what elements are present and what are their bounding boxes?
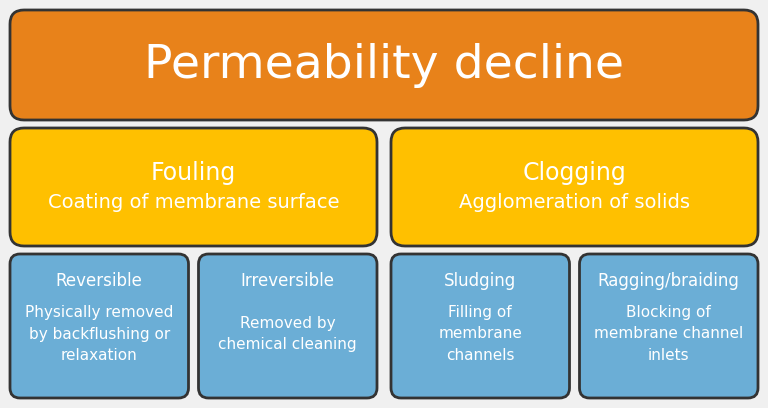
FancyBboxPatch shape: [10, 128, 377, 246]
FancyBboxPatch shape: [198, 254, 377, 398]
Text: Physically removed
by backflushing or
relaxation: Physically removed by backflushing or re…: [25, 306, 174, 362]
FancyBboxPatch shape: [10, 254, 188, 398]
Text: Filling of
membrane
channels: Filling of membrane channels: [439, 306, 522, 362]
Text: Ragging/braiding: Ragging/braiding: [598, 272, 740, 290]
FancyBboxPatch shape: [391, 254, 570, 398]
Text: Agglomeration of solids: Agglomeration of solids: [459, 193, 690, 213]
Text: Reversible: Reversible: [56, 272, 143, 290]
Text: Clogging: Clogging: [523, 161, 627, 185]
FancyBboxPatch shape: [580, 254, 758, 398]
Text: Permeability decline: Permeability decline: [144, 42, 624, 87]
FancyBboxPatch shape: [10, 10, 758, 120]
Text: Fouling: Fouling: [151, 161, 236, 185]
Text: Coating of membrane surface: Coating of membrane surface: [48, 193, 339, 213]
FancyBboxPatch shape: [391, 128, 758, 246]
Text: Irreversible: Irreversible: [240, 272, 335, 290]
Text: Sludging: Sludging: [444, 272, 516, 290]
Text: Blocking of
membrane channel
inlets: Blocking of membrane channel inlets: [594, 306, 743, 362]
Text: Removed by
chemical cleaning: Removed by chemical cleaning: [218, 316, 357, 352]
